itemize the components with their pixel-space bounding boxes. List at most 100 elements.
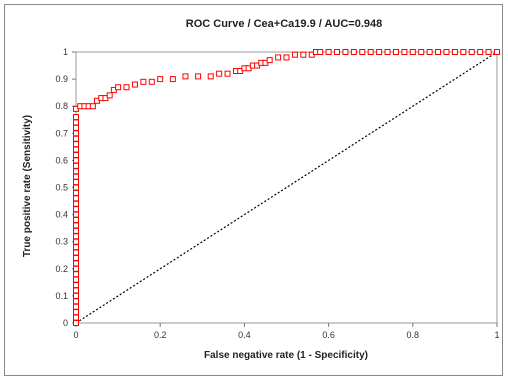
roc-point xyxy=(485,49,492,55)
roc-point xyxy=(73,282,79,289)
roc-point xyxy=(73,130,79,137)
roc-point xyxy=(73,157,79,164)
x-axis-title: False negative rate (1 - Specificity) xyxy=(204,350,368,361)
roc-point xyxy=(460,49,467,55)
roc-point xyxy=(73,151,79,158)
y-tick-label: 0 xyxy=(63,318,68,328)
y-tick-label: 0.6 xyxy=(55,155,68,165)
roc-point xyxy=(207,73,214,80)
roc-point xyxy=(266,57,273,64)
chart-title: ROC Curve / Cea+Ca19.9 / AUC=0.948 xyxy=(186,18,382,30)
reference-diagonal xyxy=(75,51,498,324)
y-tick-label: 0.5 xyxy=(55,183,68,193)
roc-point xyxy=(73,276,79,283)
roc-point xyxy=(73,173,79,180)
roc-point xyxy=(73,227,79,234)
roc-point xyxy=(376,49,383,55)
roc-point xyxy=(73,119,79,126)
roc-point xyxy=(435,49,442,55)
roc-point xyxy=(283,54,290,61)
roc-point xyxy=(73,309,79,316)
roc-point xyxy=(115,84,122,91)
x-tick-label: 0 xyxy=(73,330,78,340)
roc-point xyxy=(73,233,79,240)
roc-point xyxy=(73,141,79,148)
roc-point xyxy=(468,49,475,55)
roc-series xyxy=(73,49,500,326)
roc-point xyxy=(73,222,79,229)
roc-point xyxy=(73,211,79,218)
y-tick-label: 0.2 xyxy=(55,264,68,274)
roc-point xyxy=(73,195,79,202)
y-tick-label: 0.1 xyxy=(55,291,68,301)
y-tick-label: 0.7 xyxy=(55,128,68,138)
roc-point xyxy=(148,78,155,85)
roc-point xyxy=(409,49,416,55)
roc-point xyxy=(384,49,391,55)
roc-point xyxy=(73,162,79,169)
roc-point xyxy=(73,146,79,153)
roc-point xyxy=(73,298,79,305)
roc-point xyxy=(418,49,425,55)
roc-point xyxy=(73,114,79,121)
roc-point xyxy=(73,168,79,175)
roc-point xyxy=(73,320,79,326)
x-tick-label: 0.8 xyxy=(407,330,420,340)
roc-point xyxy=(157,76,164,83)
roc-point xyxy=(182,73,189,80)
roc-point xyxy=(195,73,202,80)
roc-point xyxy=(73,254,79,261)
y-tick-label: 0.3 xyxy=(55,237,68,247)
roc-point xyxy=(451,49,458,55)
roc-point xyxy=(73,265,79,272)
roc-point xyxy=(73,249,79,256)
roc-point xyxy=(367,49,374,55)
x-tick-label: 0.2 xyxy=(154,330,167,340)
roc-point xyxy=(334,49,341,55)
y-tick-label: 0.4 xyxy=(55,210,68,220)
roc-point xyxy=(392,49,399,55)
roc-point xyxy=(73,238,79,245)
roc-point xyxy=(300,51,307,58)
y-axis-title: True positive rate (Sensitivity) xyxy=(22,115,33,257)
roc-point xyxy=(89,103,96,110)
roc-point xyxy=(291,51,298,58)
y-axis-ticks: 0 0.1 0.2 0.3 0.4 0.5 0.6 0.7 0.8 0.9 1 xyxy=(55,47,76,328)
roc-point xyxy=(123,84,130,91)
roc-point xyxy=(224,70,231,77)
roc-point xyxy=(73,184,79,191)
roc-point xyxy=(317,49,324,55)
roc-point xyxy=(169,76,176,83)
roc-point xyxy=(73,292,79,299)
roc-point xyxy=(73,271,79,278)
roc-point xyxy=(359,49,366,55)
roc-point xyxy=(73,179,79,186)
y-tick-label: 0.9 xyxy=(55,74,68,84)
y-tick-label: 1 xyxy=(63,47,68,57)
roc-point xyxy=(73,244,79,251)
roc-point xyxy=(106,92,113,99)
y-tick-label: 0.8 xyxy=(55,101,68,111)
x-tick-label: 0.6 xyxy=(322,330,335,340)
roc-point xyxy=(73,124,79,131)
roc-point xyxy=(73,200,79,207)
roc-point xyxy=(73,287,79,294)
roc-point xyxy=(275,54,282,61)
roc-point xyxy=(494,49,500,55)
roc-point xyxy=(73,189,79,196)
roc-point xyxy=(140,78,147,85)
x-tick-label: 0.4 xyxy=(238,330,251,340)
roc-point xyxy=(73,206,79,213)
roc-point xyxy=(131,81,138,88)
roc-point xyxy=(73,217,79,224)
roc-point xyxy=(73,303,79,310)
roc-point xyxy=(73,135,79,142)
x-axis-ticks: 0 0.2 0.4 0.6 0.8 1 xyxy=(73,323,500,340)
roc-point xyxy=(342,49,349,55)
roc-point xyxy=(350,49,357,55)
roc-point xyxy=(73,260,79,267)
roc-point xyxy=(426,49,433,55)
roc-point xyxy=(477,49,484,55)
roc-point xyxy=(443,49,450,55)
